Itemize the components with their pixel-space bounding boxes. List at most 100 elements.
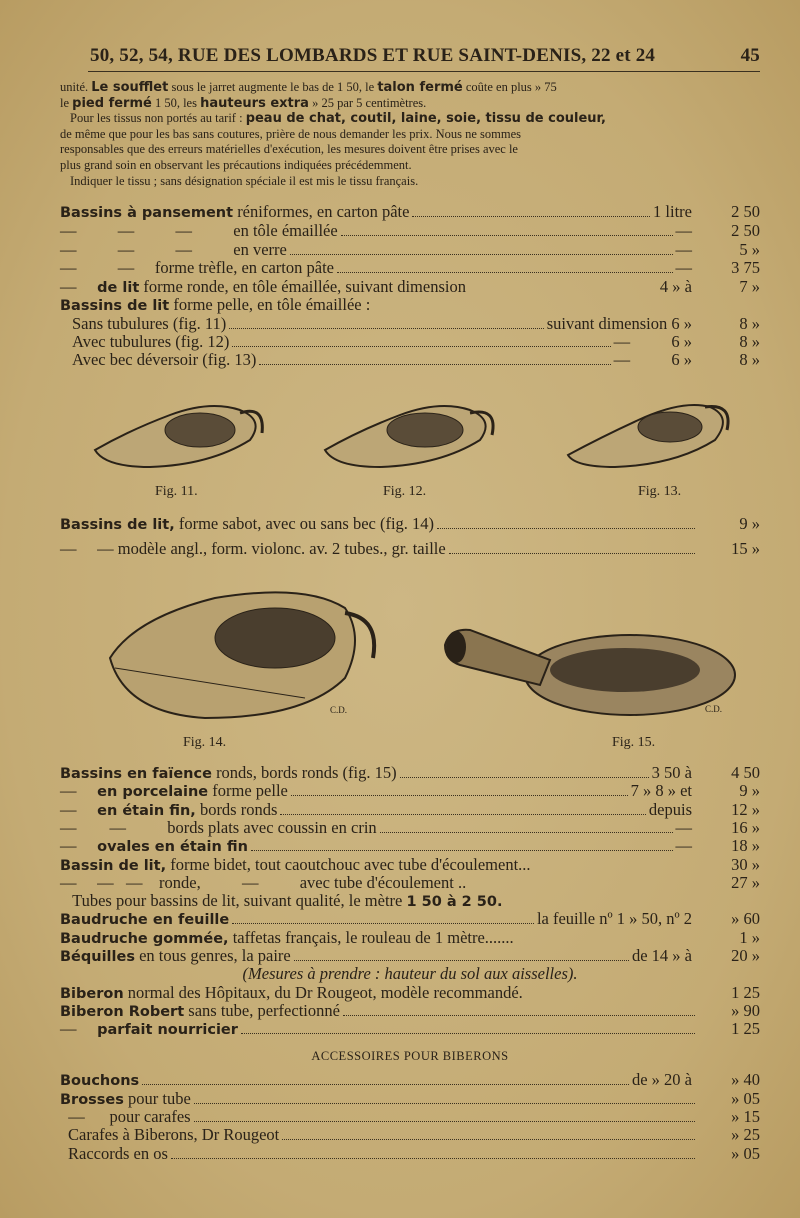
- item-name: Bassins de lit,: [60, 517, 175, 533]
- item-description: —: [60, 277, 98, 296]
- caption-fig-15: Fig. 15.: [612, 735, 656, 750]
- price-row: Avec tubulures (fig. 12) — 6 » 8 »: [72, 332, 760, 351]
- price-row: — — modèle angl., form. violonc. av. 2 t…: [60, 539, 760, 558]
- item-description: — — — ronde, — avec tube d'écoulement ..: [60, 872, 467, 892]
- leader-dots: [399, 776, 649, 778]
- price-row: — — — ronde, — avec tube d'écoulement ..…: [60, 873, 760, 892]
- intro-line: Indiquer le tissu ; sans désignation spé…: [60, 174, 760, 190]
- item-description: Sans tubulures (fig. 11): [72, 314, 227, 333]
- price-range: de 14 » à: [631, 946, 692, 965]
- item-label: — parfait nourricier: [60, 1019, 238, 1039]
- price-row: Bassins en faïence ronds, bords ronds (f…: [60, 763, 760, 782]
- caption-fig-14: Fig. 14.: [183, 735, 227, 750]
- caption-fig-11: Fig. 11.: [155, 484, 198, 499]
- price-range: suivant dimension 6 »: [546, 314, 692, 333]
- price-row: — ovales en étain fin —18 »: [60, 836, 760, 855]
- price-row: Béquilles en tous genres, la paire de 14 …: [60, 946, 760, 965]
- price-range: 1 litre: [653, 202, 692, 221]
- item-name: Baudruche gommée,: [60, 930, 229, 947]
- fig-11-bedpan-illustration: [93, 405, 264, 469]
- price: 7 »: [739, 277, 760, 296]
- item-label: — de lit forme ronde, en tôle émaillée, …: [60, 277, 466, 297]
- item-description: —: [60, 781, 98, 801]
- price: 4 50: [731, 763, 760, 782]
- price: 12 »: [731, 799, 760, 819]
- bold-term: Le soufflet: [91, 80, 169, 95]
- item-description: forme sabot, avec ou sans bec (fig. 14): [174, 514, 435, 533]
- item-label: Avec bec déversoir (fig. 13): [72, 350, 256, 370]
- item-label: Raccords en os: [68, 1144, 168, 1164]
- leader-dots: [293, 959, 629, 961]
- price-row: (Mesures à prendre : hauteur du sol aux …: [60, 964, 760, 983]
- item-description: Tubes pour bassins de lit, suivant quali…: [60, 891, 407, 911]
- measurement-note: (Mesures à prendre : hauteur du sol aux …: [242, 964, 578, 984]
- item-name: Bassin de lit,: [60, 857, 167, 874]
- text: sous le jarret augmente le bas de 1 50, …: [168, 80, 378, 94]
- item-description: bords ronds: [195, 799, 278, 819]
- price-range: —: [675, 836, 693, 856]
- leader-dots: [448, 552, 695, 554]
- price-row: — en étain fin, bords ronds depuis 12 »: [60, 800, 760, 819]
- item-label: Bassin de lit, forme bidet, tout caoutch…: [60, 855, 531, 875]
- item-description: Avec bec déversoir (fig. 13): [72, 350, 257, 369]
- price: 27 »: [731, 872, 760, 892]
- price: » 25: [731, 1125, 760, 1144]
- price-row: Carafes à Biberons, Dr Rougeot » 25: [68, 1125, 760, 1144]
- price-row: Bassin de lit, forme bidet, tout caoutch…: [60, 855, 760, 874]
- item-label: — en porcelaine forme pelle: [60, 781, 288, 801]
- leader-dots: [342, 1014, 695, 1016]
- item-label: — — — ronde, — avec tube d'écoulement ..: [60, 873, 466, 893]
- bold-term: peau de chat, coutil, laine, soie, tissu…: [245, 111, 606, 127]
- item-description: forme pelle, en tôle émaillée :: [169, 295, 371, 314]
- price: 16 »: [731, 817, 760, 837]
- leader-dots: [289, 253, 673, 255]
- item-description: — pour carafes: [60, 1107, 191, 1126]
- price: 18 »: [731, 836, 760, 856]
- price-range: la feuille nº 1 » 50, nº 2: [536, 909, 692, 929]
- price: 2 50: [731, 221, 760, 240]
- item-description: —: [60, 1019, 98, 1039]
- text: 1 50, les: [151, 95, 201, 110]
- price: » 90: [731, 1000, 760, 1020]
- bold-term: talon fermé: [377, 80, 463, 95]
- intro-line: plus grand soin en observant les précaut…: [60, 158, 760, 174]
- item-label: — — — en verre: [60, 240, 287, 260]
- page-number: 45: [740, 45, 760, 66]
- price-range: —: [675, 240, 693, 259]
- text: responsables que des erreurs matérielles…: [60, 142, 518, 157]
- item-label: Sans tubulures (fig. 11): [72, 314, 226, 334]
- text: unité.: [60, 80, 92, 94]
- item-description: réniformes, en carton pâte: [233, 202, 410, 221]
- item-name: Bouchons: [60, 1073, 140, 1089]
- fig-12-bedpan-illustration: [323, 405, 495, 469]
- price-row: Biberon Robert sans tube, perfectionné » …: [60, 1001, 760, 1020]
- item-description: forme bidet, tout caoutchouc avec tube d…: [166, 854, 531, 874]
- price-row: Avec bec déversoir (fig. 13) — 6 » 8 »: [72, 350, 760, 369]
- item-label: Béquilles en tous genres, la paire: [60, 946, 291, 966]
- leader-dots: [282, 1138, 695, 1140]
- price-row: Raccords en os » 05: [68, 1144, 760, 1163]
- intro-line: responsables que des erreurs matérielles…: [60, 142, 760, 158]
- item-name: Bassins en faïence: [60, 766, 212, 782]
- price: 20 »: [731, 946, 760, 965]
- item-label: — — forme trèfle, en carton pâte: [60, 258, 334, 278]
- item-description: ronds, bords ronds (fig. 15): [211, 763, 397, 782]
- price: » 60: [731, 909, 760, 929]
- item-description: —: [60, 799, 98, 819]
- item-name: Bassins de lit: [60, 298, 170, 314]
- leader-dots: [250, 849, 673, 852]
- accessoires-heading: ACCESSOIRES POUR BIBERONS: [311, 1049, 509, 1063]
- price: 1 25: [731, 982, 760, 1002]
- price-row: — pour carafes » 15: [60, 1107, 760, 1126]
- caption-fig-12: Fig. 12.: [383, 484, 427, 499]
- item-name: parfait nourricier: [97, 1022, 238, 1039]
- leader-dots: [437, 527, 695, 529]
- item-label: Carafes à Biberons, Dr Rougeot: [68, 1125, 279, 1145]
- text: plus grand soin en observant les précaut…: [60, 157, 412, 172]
- price-range: —: [675, 258, 693, 277]
- item-description: normal des Hôpitaux, du Dr Rougeot, modè…: [123, 982, 523, 1002]
- item-description: sans tube, perfectionné: [184, 1000, 340, 1020]
- item-description: Raccords en os: [68, 1144, 168, 1163]
- item-name: ovales en étain fin: [97, 839, 248, 856]
- price: 2 50: [731, 202, 760, 221]
